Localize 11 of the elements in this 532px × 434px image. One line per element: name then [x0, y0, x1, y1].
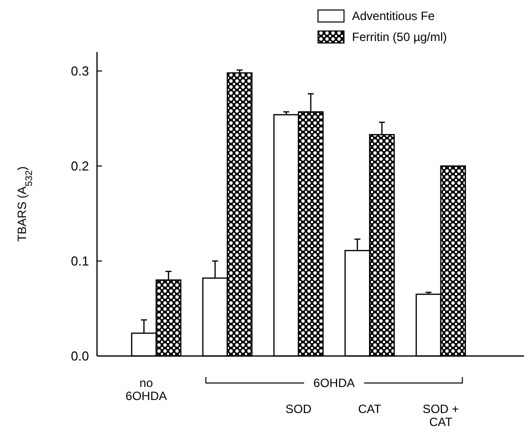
x-tick-label: SOD [285, 402, 312, 416]
text: 6OHDA [313, 376, 355, 390]
x-tick-label: CAT [358, 402, 382, 416]
y-tick-label: 0.2 [70, 158, 89, 174]
y-tick-label: 0.0 [70, 348, 89, 364]
x-tick-label: no 6OHDA [126, 376, 167, 403]
legend-label: Adventitious Fe [352, 9, 436, 24]
y-tick-label: 0.3 [70, 64, 89, 79]
legend-label: Ferritin (50 µg/ml) [352, 30, 447, 44]
x-tick-label: SOD + CAT [422, 402, 459, 429]
y-tick-label: 0.1 [70, 254, 89, 269]
